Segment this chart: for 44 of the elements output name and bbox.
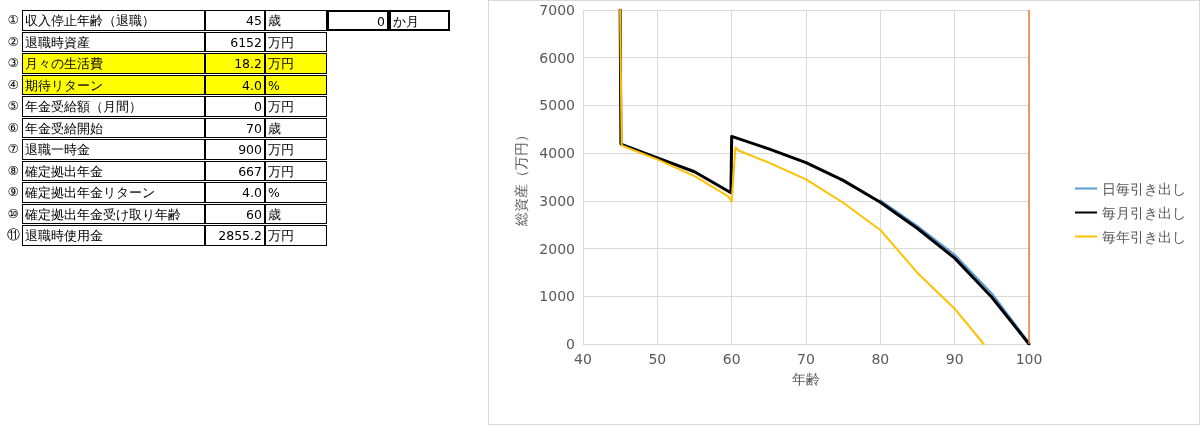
x-tick-label: 80 — [871, 351, 890, 367]
legend-label: 毎年引き出し — [1102, 228, 1186, 245]
text: か月 — [389, 10, 450, 31]
text: 0 — [327, 10, 389, 31]
x-tick-label: 60 — [722, 351, 741, 367]
text: 0 — [205, 96, 265, 117]
x-tick-label: 100 — [1015, 351, 1043, 367]
text: 900 — [205, 139, 265, 160]
text: 万円 — [265, 225, 327, 246]
text: 6152 — [205, 31, 265, 52]
text: 2855.2 — [205, 225, 265, 246]
text: 45 — [205, 10, 265, 31]
text: 歳 — [265, 117, 327, 138]
y-tick-label: 4000 — [539, 145, 575, 162]
x-tick-label: 40 — [574, 351, 592, 367]
text: 万円 — [265, 31, 327, 52]
y-tick-label: 2000 — [539, 240, 575, 257]
text: 歳 — [265, 203, 327, 224]
text: 667 — [205, 160, 265, 181]
text: 70 — [205, 117, 265, 138]
y-tick-label: 0 — [566, 336, 575, 352]
text: 万円 — [265, 96, 327, 117]
y-tick-label: 5000 — [539, 97, 575, 114]
legend-label: 毎月引き出し — [1102, 204, 1186, 221]
legend-label: 日毎引き出し — [1102, 180, 1186, 197]
y-tick-label: 3000 — [539, 192, 575, 209]
text: 4.0 — [205, 74, 265, 95]
text: % — [265, 182, 327, 203]
y-axis-title: 総資産（万円） — [513, 128, 530, 227]
x-axis-title: 年齢 — [792, 371, 820, 387]
text: 60 — [205, 203, 265, 224]
text: 4.0 — [205, 182, 265, 203]
text: 万円 — [265, 139, 327, 160]
text: 万円 — [265, 160, 327, 181]
x-tick-label: 70 — [797, 351, 815, 367]
y-tick-label: 7000 — [539, 2, 575, 18]
y-tick-label: 6000 — [539, 49, 575, 66]
text: 歳 — [265, 10, 327, 31]
x-tick-label: 90 — [945, 351, 964, 367]
text: % — [265, 74, 327, 95]
text: 18.2 — [205, 53, 265, 74]
y-tick-label: 1000 — [539, 288, 575, 305]
text: 万円 — [265, 53, 327, 74]
x-tick-label: 50 — [648, 351, 667, 367]
